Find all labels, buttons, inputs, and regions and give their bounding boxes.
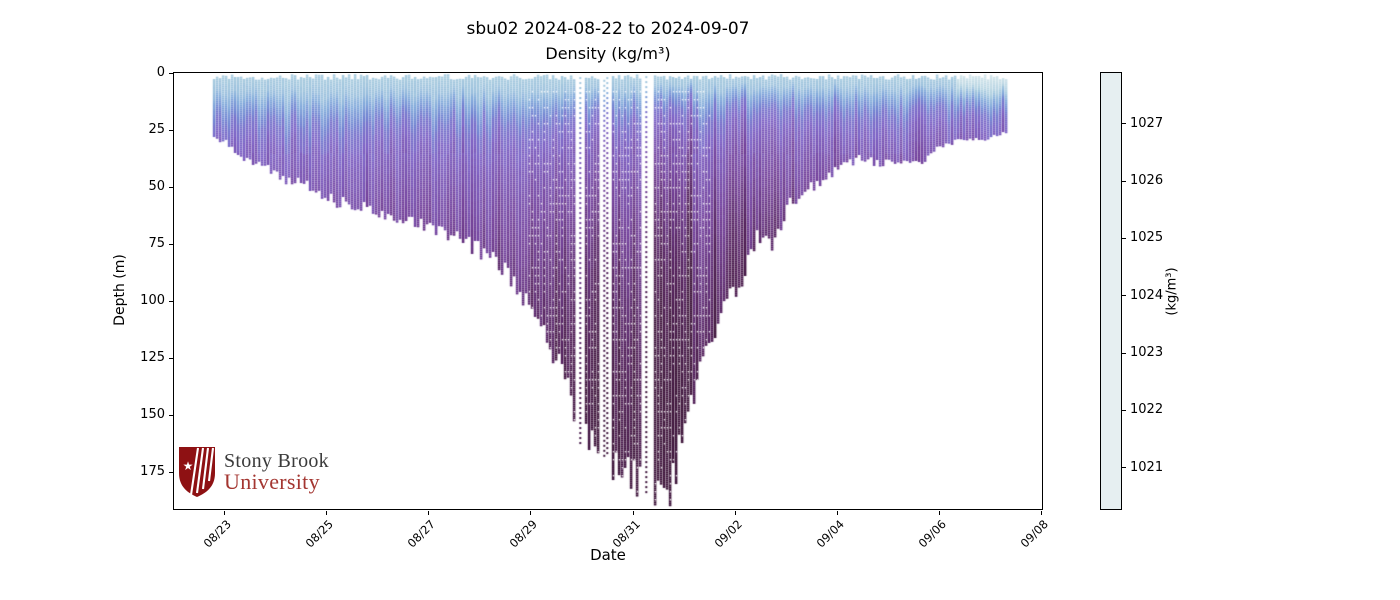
x-tick-mark	[1041, 511, 1042, 515]
plot-area	[173, 72, 1043, 510]
colorbar	[1100, 72, 1122, 510]
colorbar-tick-label: 1027	[1130, 115, 1164, 131]
colorbar-tick-label: 1022	[1130, 402, 1164, 418]
y-tick-label: 175	[140, 464, 165, 480]
x-axis-label: Date	[590, 546, 626, 564]
figure-title: sbu02 2024-08-22 to 2024-09-07	[466, 19, 750, 39]
colorbar-tick-mark	[1122, 237, 1126, 239]
y-tick-mark	[169, 357, 173, 359]
y-tick-mark	[169, 300, 173, 302]
colorbar-tick-mark	[1122, 123, 1126, 125]
y-tick-label: 150	[140, 407, 165, 423]
y-axis-label: Depth (m)	[112, 254, 128, 326]
x-tick-mark	[428, 511, 430, 515]
density-scatter-canvas	[174, 73, 1042, 509]
y-tick-mark	[169, 243, 173, 245]
x-tick-mark	[326, 511, 328, 515]
colorbar-tick-mark	[1122, 352, 1126, 354]
x-tick-label: 09/08	[1017, 517, 1051, 551]
stony-brook-shield-icon: ★	[179, 447, 215, 497]
y-tick-mark	[169, 186, 173, 188]
logo-text: Stony Brook University	[224, 449, 329, 494]
x-tick-mark	[734, 511, 736, 515]
logo-line-2: University	[224, 468, 320, 494]
shield-star-icon: ★	[183, 459, 194, 473]
x-tick-mark	[836, 511, 838, 515]
colorbar-tick-mark	[1122, 295, 1126, 297]
figure-subtitle: Density (kg/m³)	[545, 44, 671, 63]
colorbar-tick-mark	[1122, 180, 1126, 182]
y-tick-mark	[169, 414, 173, 416]
y-tick-label: 75	[148, 236, 165, 252]
logo-line-1: Stony Brook	[224, 449, 329, 472]
colorbar-tick-label: 1023	[1130, 345, 1164, 361]
colorbar-tick-label: 1021	[1130, 459, 1164, 475]
y-tick-label: 125	[140, 350, 165, 366]
colorbar-tick-label: 1024	[1130, 287, 1164, 303]
y-tick-label: 25	[148, 122, 165, 138]
y-tick-mark	[169, 129, 173, 131]
y-tick-label: 50	[148, 179, 165, 195]
y-tick-label: 0	[156, 65, 165, 80]
x-tick-mark	[938, 511, 940, 515]
y-tick-mark	[169, 471, 173, 473]
y-tick-label: 100	[140, 293, 165, 309]
colorbar-tick-mark	[1122, 409, 1126, 411]
x-tick-mark	[632, 511, 634, 515]
colorbar-tick-label: 1026	[1130, 173, 1164, 188]
y-tick-mark	[169, 72, 173, 74]
stony-brook-logo: ★ Stony Brook University	[178, 446, 329, 498]
colorbar-tick-label: 1025	[1130, 230, 1164, 246]
x-tick-mark	[530, 511, 532, 515]
colorbar-tick-mark	[1122, 467, 1126, 469]
x-tick-label: 08/23	[200, 517, 234, 551]
x-tick-mark	[224, 511, 226, 515]
